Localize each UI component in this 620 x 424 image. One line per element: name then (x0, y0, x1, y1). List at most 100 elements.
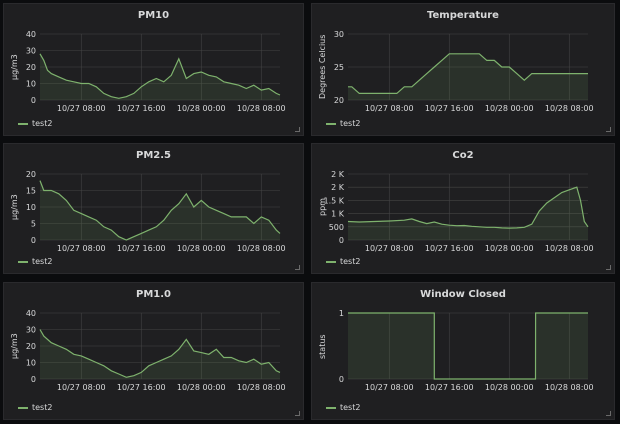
y-tick-label: 0 (31, 375, 36, 384)
legend-label: test2 (340, 403, 361, 412)
series-area (348, 53, 588, 100)
chart-svg: 0 1 10/27 08:00 10/27 16:00 10/28 00:00 10/28… (339, 309, 594, 392)
legend-item[interactable]: test2 (326, 403, 360, 412)
y-tick-label: 10 (26, 359, 36, 368)
panel-pm25: PM2.5 µg/m3 0 5 10 15 20 10/27 08:00 10/27 16:00… (3, 143, 304, 274)
legend-swatch-icon (326, 122, 336, 125)
panel-pm1: PM1.0 µg/m3 0 10 20 30 40 10/27 08:00 10/27 16:0… (3, 282, 304, 420)
resize-handle-icon[interactable] (295, 411, 300, 416)
panel-title: PM1.0 (136, 289, 171, 300)
legend-item[interactable]: test2 (18, 257, 52, 266)
y-tick-label: 1 (339, 309, 344, 318)
chart-svg: 0 500 1 K 1.5 K 2 K 2 K 10/27 08:00 10/27 16:00… (323, 170, 594, 253)
panel-title: Temperature (427, 10, 499, 21)
x-tick-label: 10/27 16:00 (117, 104, 166, 113)
panel-title: PM2.5 (136, 150, 171, 161)
x-tick-label: 10/27 08:00 (365, 383, 414, 392)
y-tick-label: 25 (334, 63, 344, 72)
x-tick-label: 10/27 16:00 (425, 104, 474, 113)
y-tick-label: 30 (334, 30, 344, 39)
x-tick-label: 10/28 00:00 (177, 104, 226, 113)
y-tick-label: 1 K (331, 210, 345, 219)
panel-temperature: Temperature Degrees Celcius 20 25 30 10/27 08… (311, 3, 615, 136)
x-tick-label: 10/27 16:00 (425, 383, 474, 392)
y-tick-label: 0 (339, 375, 344, 384)
panel-title: Window Closed (420, 289, 506, 300)
chart-svg: 0 5 10 15 20 10/27 08:00 10/27 16:00 10/28 00:0… (26, 170, 286, 253)
resize-handle-icon[interactable] (606, 411, 611, 416)
resize-handle-icon[interactable] (295, 127, 300, 132)
series-area (348, 187, 588, 240)
x-tick-label: 10/27 08:00 (57, 104, 106, 113)
series-line (39, 329, 281, 378)
y-tick-label: 40 (26, 30, 36, 39)
y-tick-label: 1.5 K (323, 196, 344, 205)
chart-svg: 0 10 20 30 40 10/27 08:00 10/27 16:00 10/28 00:… (26, 309, 286, 392)
legend-label: test2 (32, 257, 53, 266)
chart-svg: 0 10 20 30 40 10/27 08:00 10/27 16:00 10/28 00:… (26, 30, 286, 113)
y-tick-label: 20 (26, 63, 36, 72)
x-tick-label: 10/27 16:00 (425, 244, 474, 253)
x-tick-label: 10/28 08:00 (545, 244, 594, 253)
y-tick-label: 40 (26, 309, 36, 318)
legend-item[interactable]: test2 (18, 119, 52, 128)
panel-title: Co2 (452, 150, 474, 161)
legend-label: test2 (340, 257, 361, 266)
series-line (39, 53, 281, 99)
legend-swatch-icon (326, 406, 336, 409)
y-tick-label: 10 (26, 203, 36, 212)
y-tick-label: 20 (334, 96, 344, 105)
series-area (40, 329, 280, 379)
x-tick-label: 10/28 00:00 (485, 104, 534, 113)
chart-svg: 20 25 30 10/27 08:00 10/27 16:00 10/28 00:00 1… (334, 30, 594, 113)
y-tick-label: 500 (329, 223, 344, 232)
x-tick-label: 10/27 08:00 (365, 104, 414, 113)
y-tick-label: 30 (26, 47, 36, 56)
x-tick-label: 10/28 08:00 (545, 383, 594, 392)
legend-item[interactable]: test2 (326, 119, 360, 128)
x-tick-label: 10/28 08:00 (237, 104, 286, 113)
x-tick-label: 10/27 08:00 (57, 383, 106, 392)
y-tick-label: 10 (26, 80, 36, 89)
series-area (40, 53, 280, 100)
series-line (347, 186, 589, 229)
y-tick-label: 30 (26, 326, 36, 335)
legend-item[interactable]: test2 (326, 257, 360, 266)
x-tick-label: 10/28 00:00 (485, 244, 534, 253)
y-tick-label: 20 (26, 170, 36, 179)
y-tick-label: 15 (26, 187, 36, 196)
panel-title: PM10 (137, 10, 170, 21)
legend-label: test2 (32, 403, 53, 412)
legend-label: test2 (340, 119, 361, 128)
resize-handle-icon[interactable] (606, 127, 611, 132)
x-tick-label: 10/28 08:00 (237, 383, 286, 392)
x-tick-label: 10/28 00:00 (177, 383, 226, 392)
series-area (40, 180, 280, 240)
legend-swatch-icon (18, 260, 28, 263)
x-tick-label: 10/27 16:00 (117, 383, 166, 392)
panel-pm10: PM10 µg/m3 0 10 20 30 40 10/27 08:00 10/27 16:00… (3, 3, 304, 136)
panel-window-closed: Window Closed status 0 1 10/27 08:00 10/27 16… (311, 282, 615, 420)
x-tick-label: 10/28 08:00 (545, 104, 594, 113)
y-tick-label: 0 (339, 236, 344, 245)
y-tick-label: 0 (31, 96, 36, 105)
x-tick-label: 10/28 00:00 (485, 383, 534, 392)
x-tick-label: 10/28 08:00 (237, 244, 286, 253)
y-tick-label: 2 K (331, 183, 345, 192)
series-line (348, 53, 588, 94)
legend-label: test2 (32, 119, 53, 128)
resize-handle-icon[interactable] (295, 265, 300, 270)
legend-swatch-icon (18, 406, 28, 409)
series-line (39, 180, 281, 241)
legend-swatch-icon (18, 122, 28, 125)
x-tick-label: 10/28 00:00 (177, 244, 226, 253)
series-area (348, 313, 588, 379)
resize-handle-icon[interactable] (606, 265, 611, 270)
legend-swatch-icon (326, 260, 336, 263)
y-tick-label: 2 K (331, 170, 345, 179)
legend-item[interactable]: test2 (18, 403, 52, 412)
y-tick-label: 20 (26, 342, 36, 351)
y-tick-label: 5 (31, 220, 36, 229)
x-tick-label: 10/27 08:00 (365, 244, 414, 253)
